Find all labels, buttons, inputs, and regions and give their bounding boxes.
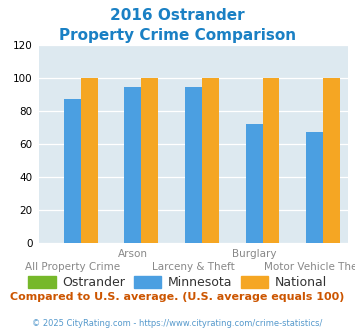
Text: Larceny & Theft: Larceny & Theft	[152, 262, 235, 272]
Bar	[306, 132, 323, 243]
Bar	[81, 78, 98, 243]
Bar	[246, 124, 262, 243]
Bar	[64, 99, 81, 243]
Bar	[125, 87, 141, 243]
Bar	[185, 87, 202, 243]
Text: Arson: Arson	[118, 249, 148, 259]
Bar	[262, 78, 279, 243]
Text: © 2025 CityRating.com - https://www.cityrating.com/crime-statistics/: © 2025 CityRating.com - https://www.city…	[32, 319, 323, 328]
Legend: Ostrander, Minnesota, National: Ostrander, Minnesota, National	[24, 272, 331, 293]
Text: Motor Vehicle Theft: Motor Vehicle Theft	[264, 262, 355, 272]
Text: Compared to U.S. average. (U.S. average equals 100): Compared to U.S. average. (U.S. average …	[10, 292, 345, 302]
Text: All Property Crime: All Property Crime	[25, 262, 120, 272]
Text: Property Crime Comparison: Property Crime Comparison	[59, 28, 296, 43]
Bar	[323, 78, 340, 243]
Text: 2016 Ostrander: 2016 Ostrander	[110, 8, 245, 23]
Text: Burglary: Burglary	[232, 249, 276, 259]
Bar	[141, 78, 158, 243]
Bar	[202, 78, 219, 243]
